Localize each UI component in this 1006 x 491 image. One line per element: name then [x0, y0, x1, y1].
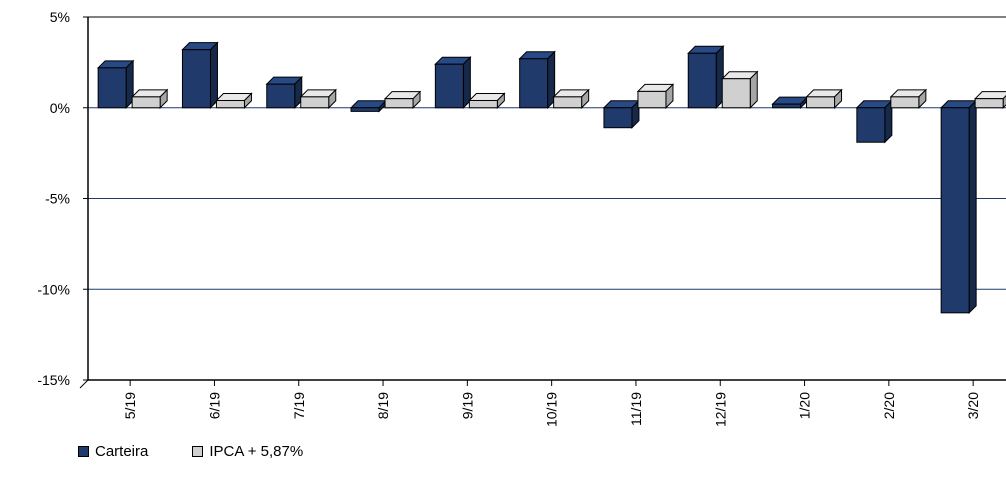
bar-top-face [973, 91, 1006, 100]
legend-item-ipca: IPCA + 5,87% [192, 443, 303, 460]
axes [79, 16, 1006, 389]
bar-ipca-5/19 [130, 88, 169, 109]
x-tick-label-12/19: 12/19 [712, 392, 728, 427]
bar-front-face [215, 99, 245, 109]
tick-labels: 5% 0% -5% -10% -15% 5/19 6/19 7/19 8/19 9/19 10/19… [37, 9, 981, 427]
bar-front-face [131, 96, 161, 109]
y-tick-label: 0% [50, 100, 70, 116]
bar-carteira-10/19 [518, 50, 556, 109]
bar-front-face [856, 107, 886, 143]
bar-side-face [749, 70, 758, 109]
x-tick-label-7/19: 7/19 [291, 392, 307, 419]
x-tick-label-3/20: 3/20 [965, 392, 981, 419]
bar-carteira-9/19 [434, 55, 472, 109]
x-tick-label-2/20: 2/20 [881, 392, 897, 419]
bar-front-face [637, 90, 667, 109]
x-tick-label-11/19: 11/19 [628, 392, 644, 426]
bar-front-face [266, 83, 296, 109]
x-tick-label-5/19: 5/19 [122, 392, 138, 419]
bar-ipca-11/19 [636, 83, 675, 109]
bar-carteira-3/20 [939, 99, 978, 315]
bar-ipca-8/19 [383, 90, 422, 109]
bar-front-face [721, 78, 751, 109]
bar-front-face [97, 67, 127, 109]
bar-carteira-6/19 [181, 41, 219, 109]
bar-carteira-12/19 [687, 45, 725, 109]
bar-side-face [968, 99, 977, 315]
bar-carteira-5/19 [96, 59, 135, 109]
x-tick-label-6/19: 6/19 [206, 392, 222, 419]
bar-ipca-2/20 [889, 88, 928, 109]
legend-swatch-ipca [192, 446, 204, 457]
bar-ipca-10/19 [552, 88, 590, 109]
legend-item-carteira: Carteira [78, 443, 148, 460]
bar-carteira-8/19 [349, 99, 388, 113]
x-tick-label-10/19: 10/19 [544, 392, 560, 427]
y-tick-label: -10% [37, 281, 70, 297]
bar-front-face [519, 58, 549, 109]
bars [96, 41, 1006, 315]
bar-front-face [300, 96, 330, 109]
bar-front-face [603, 107, 633, 129]
bar-front-face [806, 96, 836, 109]
y-tick-label: 5% [50, 9, 70, 25]
bar-front-face [553, 96, 583, 109]
bar-carteira-11/19 [602, 99, 641, 129]
bar-front-face [350, 107, 380, 112]
bar-carteira-7/19 [265, 75, 303, 109]
bar-ipca-1/20 [805, 88, 843, 109]
bar-front-face [890, 96, 920, 109]
bar-front-face [468, 99, 498, 109]
bar-front-face [974, 98, 1004, 109]
bar-front-face [772, 103, 802, 109]
x-tick-label-8/19: 8/19 [375, 392, 391, 419]
legend-label-ipca: IPCA + 5,87% [209, 443, 304, 460]
bar-front-face [687, 52, 717, 109]
bar-ipca-3/20 [973, 91, 1006, 109]
bar-ipca-6/19 [215, 92, 253, 109]
y-tick-label: -5% [45, 191, 70, 207]
legend-swatch-carteira [78, 446, 89, 457]
bar-ipca-7/19 [299, 88, 337, 109]
y-tick-label: -15% [37, 372, 70, 388]
x-tick-label-9/19: 9/19 [459, 392, 475, 419]
legend: Carteira IPCA + 5,87% [78, 443, 303, 460]
bar-ipca-12/19 [721, 70, 759, 109]
axis-corner [79, 379, 89, 389]
bar-chart: 5% 0% -5% -10% -15% 5/19 6/19 7/19 8/19 9/19 10/19… [37, 9, 1006, 427]
bar-side-face [209, 41, 218, 109]
bar-carteira-1/20 [771, 95, 809, 109]
x-tick-label-1/20: 1/20 [797, 392, 813, 419]
bar-front-face [434, 63, 464, 109]
bar-front-face [384, 98, 414, 109]
legend-label-carteira: Carteira [95, 443, 149, 460]
bar-front-face [940, 107, 970, 314]
bar-carteira-2/20 [855, 99, 894, 144]
bar-ipca-9/19 [468, 92, 506, 109]
bar-front-face [181, 49, 211, 109]
